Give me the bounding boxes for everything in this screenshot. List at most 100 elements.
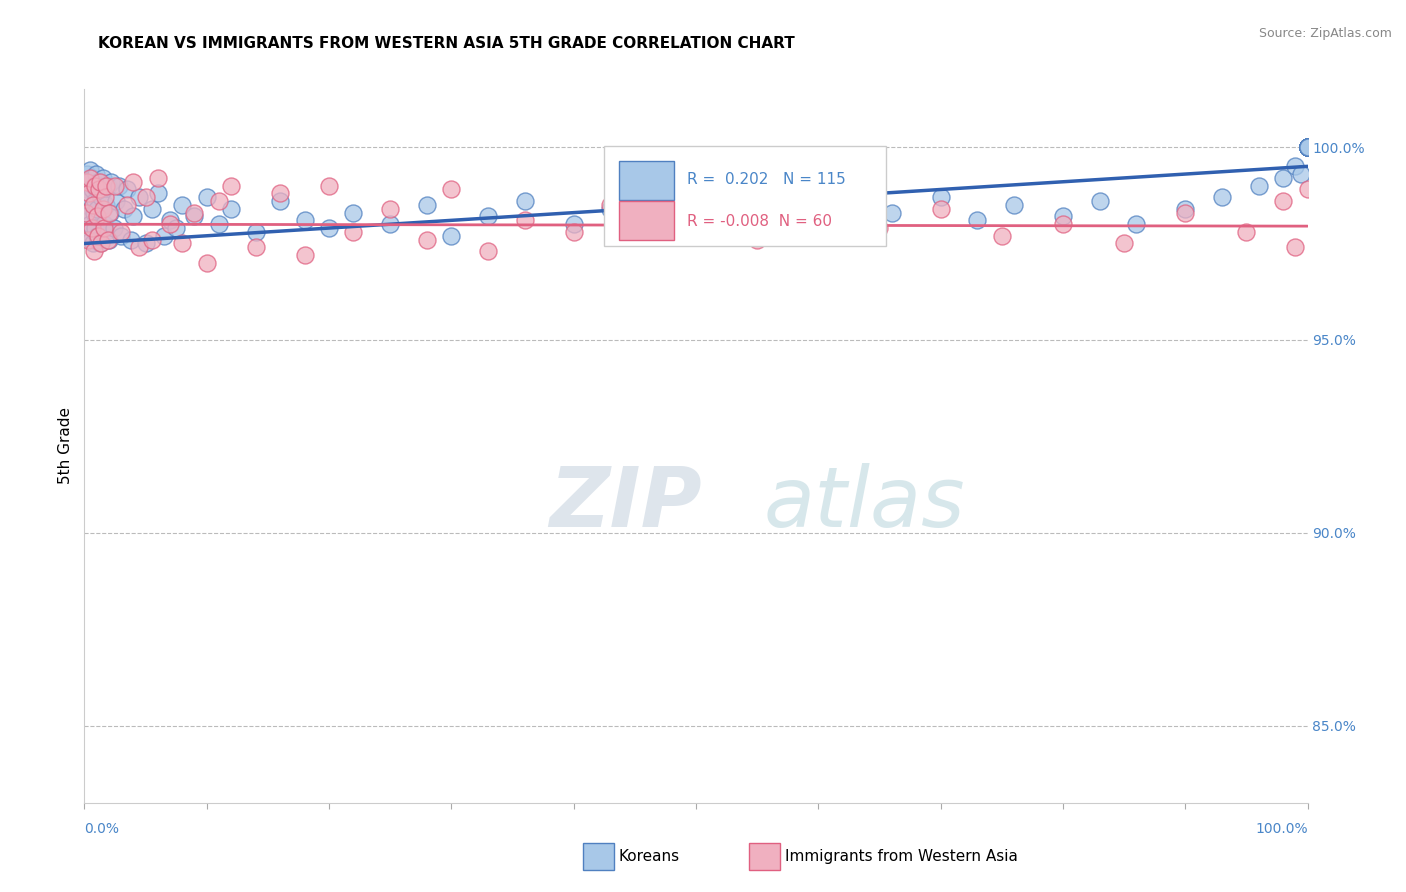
Point <box>84 178 107 193</box>
Point <box>1002 198 1025 212</box>
Point <box>1296 140 1319 154</box>
Point <box>318 178 340 193</box>
Point <box>87 186 110 201</box>
Point <box>165 221 187 235</box>
Point <box>1296 140 1319 154</box>
Point <box>880 205 903 219</box>
Point <box>89 178 111 193</box>
Point <box>112 202 135 216</box>
Point <box>294 213 316 227</box>
Point <box>1296 140 1319 154</box>
Point <box>94 225 117 239</box>
Point <box>636 221 658 235</box>
Point <box>219 202 242 216</box>
Point <box>1247 178 1270 193</box>
Point <box>1088 194 1111 208</box>
Point <box>1284 159 1306 173</box>
Point <box>128 240 150 254</box>
Point <box>1174 202 1197 216</box>
Point <box>1296 140 1319 154</box>
Point <box>1296 140 1319 154</box>
Point <box>183 205 205 219</box>
Point <box>1114 236 1136 251</box>
Text: 100.0%: 100.0% <box>1256 822 1308 836</box>
Point <box>97 233 120 247</box>
Point <box>91 202 114 216</box>
Point <box>929 190 952 204</box>
Point <box>1296 140 1319 154</box>
Point <box>84 167 107 181</box>
Point <box>103 221 125 235</box>
Point <box>86 210 108 224</box>
Point <box>77 186 100 201</box>
Point <box>75 205 97 219</box>
Point <box>159 213 181 227</box>
Point <box>87 233 110 247</box>
Text: ZIP: ZIP <box>550 463 702 543</box>
Point <box>1296 140 1319 154</box>
Point <box>105 194 128 208</box>
Point <box>416 198 439 212</box>
Point <box>318 221 340 235</box>
Point <box>1296 140 1319 154</box>
Point <box>76 210 98 224</box>
Text: Koreans: Koreans <box>619 849 679 863</box>
Text: KOREAN VS IMMIGRANTS FROM WESTERN ASIA 5TH GRADE CORRELATION CHART: KOREAN VS IMMIGRANTS FROM WESTERN ASIA 5… <box>98 36 796 51</box>
Point <box>1296 140 1319 154</box>
Text: atlas: atlas <box>763 463 965 543</box>
Point <box>1291 167 1313 181</box>
Point <box>991 228 1014 243</box>
Point <box>146 170 169 185</box>
Point <box>90 190 112 204</box>
Point <box>1296 140 1319 154</box>
Point <box>1296 140 1319 154</box>
Point <box>87 228 110 243</box>
Point <box>75 178 97 193</box>
Point <box>1284 240 1306 254</box>
Point <box>172 236 194 251</box>
Point <box>75 198 97 212</box>
Point <box>86 202 108 216</box>
Point <box>153 228 176 243</box>
Point <box>76 175 98 189</box>
Point <box>1272 170 1295 185</box>
Point <box>513 194 536 208</box>
Point <box>110 228 132 243</box>
Point <box>1174 205 1197 219</box>
Point <box>146 186 169 201</box>
Point <box>1052 217 1074 231</box>
Point <box>83 244 105 259</box>
Point <box>721 194 744 208</box>
Point <box>87 182 110 196</box>
Point <box>141 202 163 216</box>
Point <box>87 175 110 189</box>
Text: Source: ZipAtlas.com: Source: ZipAtlas.com <box>1258 27 1392 40</box>
Point <box>807 202 830 216</box>
Point <box>219 178 242 193</box>
Point <box>159 217 181 231</box>
Point <box>599 198 621 212</box>
Point <box>82 198 104 212</box>
Point <box>128 190 150 204</box>
Point <box>94 190 117 204</box>
Point <box>1272 194 1295 208</box>
Point <box>104 178 127 193</box>
Point <box>440 228 463 243</box>
Point <box>636 225 658 239</box>
Point <box>1125 217 1147 231</box>
Point <box>1296 140 1319 154</box>
Point <box>90 236 112 251</box>
Point <box>513 213 536 227</box>
Point <box>120 233 142 247</box>
FancyBboxPatch shape <box>619 161 673 200</box>
Point <box>1296 140 1319 154</box>
Point <box>416 233 439 247</box>
Point <box>1296 140 1319 154</box>
Text: R =  0.202   N = 115: R = 0.202 N = 115 <box>688 172 846 187</box>
Point <box>1296 140 1319 154</box>
Point <box>1296 140 1319 154</box>
Point <box>685 210 707 224</box>
Point <box>80 233 103 247</box>
Point <box>172 198 194 212</box>
Point <box>98 205 121 219</box>
